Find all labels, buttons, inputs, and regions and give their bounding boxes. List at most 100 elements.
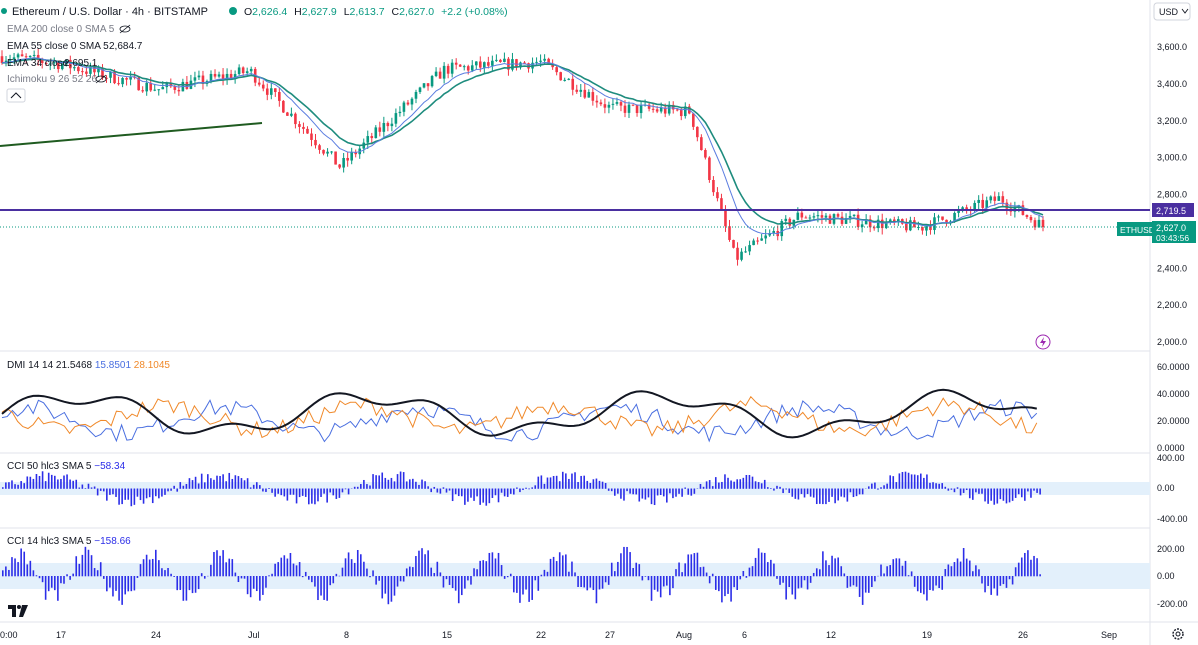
cci-bar	[892, 476, 895, 489]
cci-bar	[1017, 488, 1020, 495]
candle	[354, 149, 357, 158]
cci-bar	[577, 576, 579, 587]
candle	[728, 219, 731, 242]
cci-bar	[886, 566, 888, 577]
gear-icon[interactable]	[1172, 628, 1184, 640]
cci-bar	[574, 572, 576, 577]
cci-bar	[102, 488, 105, 492]
cci-bar	[405, 481, 408, 489]
cci-bar	[929, 482, 931, 489]
cci-bar	[164, 488, 166, 495]
candle	[422, 83, 426, 89]
candle	[314, 133, 317, 149]
cci-bar	[1011, 576, 1014, 585]
cci-bar	[341, 567, 344, 577]
cci-bar	[965, 488, 968, 491]
cci-bar	[653, 576, 656, 590]
candle	[454, 58, 458, 70]
candle	[591, 87, 595, 106]
lightning-icon[interactable]	[1035, 334, 1051, 350]
cci-bar	[360, 484, 362, 489]
cci-bar	[421, 479, 423, 489]
cci-bar	[610, 488, 613, 492]
candle	[635, 104, 639, 117]
cci-bar	[408, 566, 411, 577]
cci-bar	[650, 488, 653, 505]
currency-selector[interactable]: USD	[1153, 2, 1191, 21]
cci-bar	[26, 476, 29, 489]
candle	[470, 60, 474, 73]
cci-bar	[41, 471, 44, 489]
cci-bar	[308, 576, 310, 580]
cci-bar	[996, 488, 999, 504]
cci-bar	[445, 488, 448, 493]
time-axis[interactable]: 0:00 17 24 Jul 8 15 22 27 Aug 6 12 19 26 Sep	[0, 630, 1117, 640]
cci-bar	[938, 576, 940, 589]
cci-bar	[38, 475, 41, 489]
cci-bar	[684, 563, 686, 577]
cci-bar	[170, 488, 172, 491]
last-price-tag: 2,627.0 03:43:56	[1152, 221, 1196, 243]
cci-bar	[173, 485, 175, 489]
cci-bar	[910, 474, 913, 489]
cci-bar	[552, 475, 555, 489]
cci-bar	[259, 485, 261, 489]
ema34-label[interactable]: EMA 34 close	[7, 58, 69, 69]
cci-bar	[133, 576, 136, 591]
cci-bar	[90, 555, 93, 577]
cci-bar	[968, 488, 971, 499]
cci-bar	[381, 576, 384, 599]
cci-bar	[479, 560, 481, 577]
candle	[583, 83, 587, 99]
trendline[interactable]	[0, 122, 263, 147]
cci-bar	[485, 561, 488, 577]
candle	[265, 83, 269, 101]
cci-bar	[356, 486, 359, 489]
cci-bar	[653, 488, 656, 506]
pane-tick-label: 40.0000	[1157, 389, 1190, 399]
price-axis[interactable]: 3,600.03,400.03,200.03,000.02,800.02,600…	[1157, 42, 1187, 347]
eye-hidden-icon[interactable]	[119, 24, 131, 34]
cci-bar	[473, 488, 475, 501]
ema200-label[interactable]: EMA 200 close 0 SMA 5	[7, 24, 115, 35]
cci-bar	[1002, 488, 1005, 501]
cci-bar	[659, 488, 662, 495]
cci-bar	[672, 488, 674, 499]
cci-bar	[815, 568, 818, 577]
cci-bar	[369, 485, 371, 489]
cci-bar	[748, 567, 751, 577]
price-tick-label: 3,000.0	[1157, 153, 1187, 163]
cci-bar	[335, 488, 338, 499]
cci-bar	[681, 488, 683, 497]
cci-bar	[822, 488, 824, 505]
cci-bar	[433, 486, 436, 489]
pane-tick-label: 20.0000	[1157, 416, 1190, 426]
eye-hidden-icon[interactable]	[95, 74, 107, 84]
cci-bar	[158, 488, 160, 499]
cci-bar	[439, 572, 442, 577]
ema55-label[interactable]: EMA 55 close 0 SMA 5	[7, 41, 109, 52]
cci-bar	[442, 487, 445, 489]
cci-bar	[329, 488, 332, 493]
cci-bar	[920, 576, 922, 593]
cci-bar	[718, 576, 720, 592]
cci-bar	[418, 550, 420, 577]
cci-bar	[1008, 488, 1011, 503]
candle	[1037, 214, 1041, 228]
cci-bar	[280, 557, 283, 577]
cci-bar	[412, 478, 414, 489]
collapse-legend-button[interactable]	[6, 88, 26, 103]
cci-bar	[959, 561, 962, 577]
cci-bar	[344, 488, 347, 490]
cci-bar	[148, 559, 151, 577]
ichimoku-label[interactable]: Ichimoku 9 26 52 26	[7, 74, 97, 85]
cci-bar	[197, 483, 200, 489]
price-tick-label: 3,600.0	[1157, 42, 1187, 52]
candle	[667, 101, 671, 116]
cci-bar	[871, 576, 873, 587]
cci-bar	[121, 488, 123, 505]
cci-bar	[604, 483, 607, 489]
cci-bar	[978, 569, 980, 577]
cci-bar	[179, 576, 182, 590]
